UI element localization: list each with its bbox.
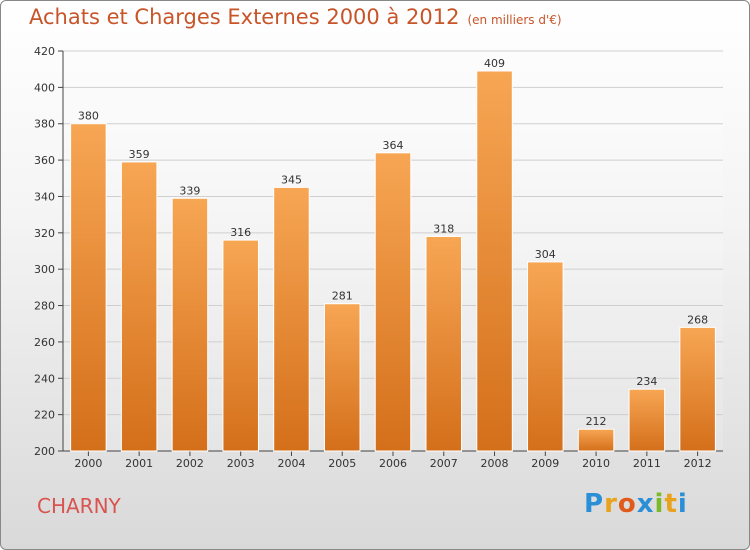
data-label: 316	[230, 226, 251, 239]
logo-letter: x	[636, 489, 655, 519]
logo-letter: i	[654, 489, 665, 519]
x-tick-label: 2002	[176, 457, 204, 470]
data-label: 345	[281, 173, 302, 186]
data-label: 268	[687, 313, 708, 326]
labels: 200 220 240 260 280 300 320 340 360 380 400 420 380 2…	[34, 45, 712, 470]
bar	[70, 123, 107, 452]
x-tick-label: 2001	[125, 457, 153, 470]
data-label: 304	[535, 248, 556, 261]
y-tick-label: 280	[34, 300, 55, 313]
logo-letter: P	[584, 489, 605, 519]
data-label: 212	[586, 415, 607, 428]
location-label: CHARNY	[37, 494, 121, 518]
y-tick-label: 240	[34, 372, 55, 385]
y-tick-label: 200	[34, 445, 55, 458]
data-label: 318	[433, 222, 454, 235]
y-tick-label: 220	[34, 409, 55, 422]
x-tick-label: 2000	[74, 457, 102, 470]
x-tick-label: 2008	[481, 457, 509, 470]
x-tick-label: 2005	[328, 457, 356, 470]
y-tick-label: 300	[34, 263, 55, 276]
y-tick-label: 340	[34, 190, 55, 203]
logo-letter: t	[664, 489, 678, 519]
x-tick-label: 2007	[430, 457, 458, 470]
bar	[374, 152, 412, 452]
logo-letter: r	[604, 489, 618, 519]
data-label: 234	[636, 375, 657, 388]
bar	[679, 326, 716, 452]
bar	[120, 161, 158, 452]
data-label: 359	[129, 148, 150, 161]
bar	[476, 70, 513, 452]
bars	[70, 70, 716, 452]
x-tick-label: 2003	[227, 457, 255, 470]
y-tick-label: 260	[34, 336, 55, 349]
x-tick-label: 2006	[379, 457, 407, 470]
bar	[628, 388, 666, 452]
logo-letter: o	[617, 489, 637, 519]
x-tick-label: 2012	[684, 457, 712, 470]
bar	[323, 303, 361, 452]
bar	[273, 186, 310, 452]
bar	[527, 261, 564, 452]
bar	[577, 428, 615, 452]
logo-letter: i	[677, 489, 688, 519]
x-tick-label: 2010	[582, 457, 610, 470]
data-label: 409	[484, 57, 505, 70]
x-tick-label: 2009	[531, 457, 559, 470]
bar	[222, 239, 259, 452]
proxiti-logo: Proxiti	[584, 489, 688, 519]
y-tick-label: 320	[34, 227, 55, 240]
data-label: 364	[383, 139, 404, 152]
y-tick-label: 400	[34, 81, 55, 94]
y-tick-label: 380	[34, 118, 55, 131]
chart-title-text: Achats et Charges Externes 2000 à 2012	[29, 5, 460, 29]
data-label: 339	[179, 184, 200, 197]
x-tick-label: 2011	[633, 457, 661, 470]
bar	[425, 235, 463, 452]
chart-title: Achats et Charges Externes 2000 à 2012 (e…	[29, 5, 562, 29]
chart-subtitle: (en milliers d'€)	[467, 13, 562, 27]
y-tick-label: 420	[34, 45, 55, 58]
y-tick-label: 360	[34, 154, 55, 167]
bar	[171, 197, 209, 452]
x-tick-label: 2004	[277, 457, 305, 470]
data-label: 380	[78, 110, 99, 123]
data-label: 281	[332, 290, 353, 303]
